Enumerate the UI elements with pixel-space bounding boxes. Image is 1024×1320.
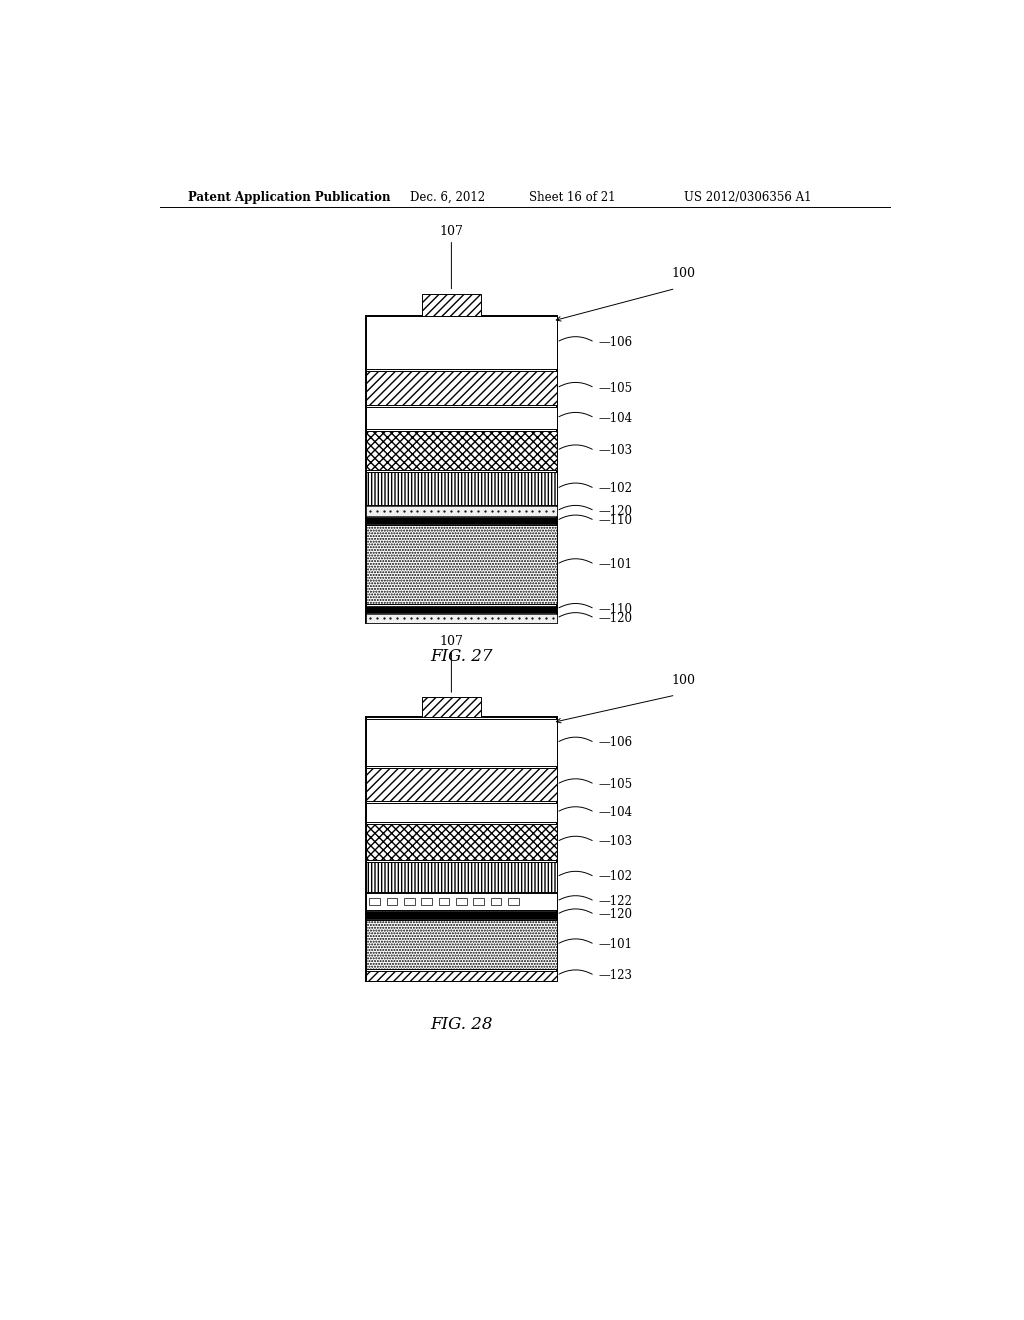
Bar (456, 898, 467, 906)
Text: US 2012/0306356 A1: US 2012/0306356 A1 (684, 190, 811, 203)
Text: 100: 100 (672, 268, 695, 280)
Text: 107: 107 (439, 224, 463, 238)
Bar (422, 293, 481, 315)
Text: —102: —102 (599, 870, 633, 883)
Text: 107: 107 (439, 635, 463, 648)
Text: —120: —120 (599, 612, 633, 624)
Bar (367, 911, 557, 919)
Bar (367, 517, 557, 524)
Text: —120: —120 (599, 504, 633, 517)
Bar (367, 894, 557, 909)
Bar (421, 898, 432, 906)
Bar (422, 697, 481, 718)
Bar (367, 862, 557, 892)
Bar (367, 824, 557, 859)
Text: —101: —101 (599, 939, 633, 952)
Bar (367, 718, 557, 981)
Text: —123: —123 (599, 969, 633, 982)
Bar (367, 315, 557, 623)
Text: —104: —104 (599, 412, 633, 425)
Bar (367, 803, 557, 822)
Bar (367, 920, 557, 969)
Text: —102: —102 (599, 482, 633, 495)
Bar (367, 315, 557, 368)
Text: —120: —120 (599, 908, 633, 921)
Bar (367, 371, 557, 405)
Text: —110: —110 (599, 515, 633, 527)
Text: Dec. 6, 2012: Dec. 6, 2012 (410, 190, 484, 203)
Text: FIG. 27: FIG. 27 (430, 648, 493, 665)
Text: Patent Application Publication: Patent Application Publication (187, 190, 390, 203)
Bar (473, 898, 484, 906)
Text: —106: —106 (599, 737, 633, 750)
Text: —103: —103 (599, 836, 633, 849)
Text: 100: 100 (672, 675, 695, 686)
Text: —110: —110 (599, 603, 633, 615)
Bar (403, 898, 415, 906)
Bar (367, 970, 557, 981)
Text: —103: —103 (599, 444, 633, 457)
Bar (367, 506, 557, 516)
Bar (367, 614, 557, 623)
Bar (367, 430, 557, 470)
Text: —122: —122 (599, 895, 633, 908)
Bar (367, 525, 557, 603)
Text: —105: —105 (599, 777, 633, 791)
Bar (367, 768, 557, 801)
Bar (387, 898, 397, 906)
Bar (508, 898, 519, 906)
Text: —104: —104 (599, 807, 633, 818)
Bar (370, 898, 380, 906)
Text: —105: —105 (599, 381, 633, 395)
Text: Sheet 16 of 21: Sheet 16 of 21 (528, 190, 615, 203)
Bar (367, 408, 557, 429)
Bar (367, 473, 557, 506)
Text: FIG. 28: FIG. 28 (430, 1016, 493, 1032)
Bar (490, 898, 502, 906)
Text: —101: —101 (599, 558, 633, 572)
Bar (367, 719, 557, 766)
Bar (438, 898, 450, 906)
Bar (367, 606, 557, 612)
Text: —106: —106 (599, 335, 633, 348)
